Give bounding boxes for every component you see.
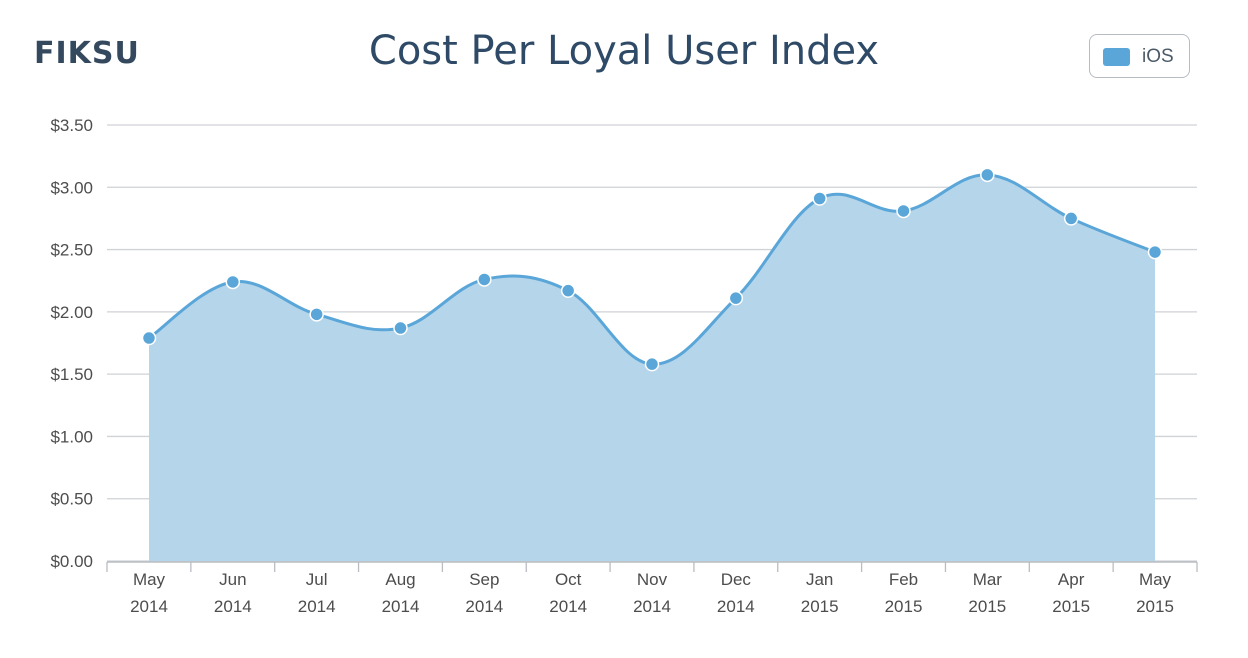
x-tick-label-year: 2014 <box>633 597 671 616</box>
x-tick-label-year: 2015 <box>1052 597 1090 616</box>
x-tick-label-year: 2014 <box>130 597 168 616</box>
data-point[interactable] <box>896 203 911 219</box>
x-tick-label-month: Jul <box>306 570 328 589</box>
y-axis-labels: $0.00 $0.50 $1.00 $1.50 $2.00 $2.50 $3.00 $3.50 <box>50 116 93 571</box>
legend-swatch-ios <box>1103 48 1130 66</box>
x-tick-label-month: Aug <box>385 570 415 589</box>
data-point[interactable] <box>1147 244 1163 260</box>
y-tick-label: $0.00 <box>50 552 93 571</box>
x-tick-label-year: 2015 <box>885 597 923 616</box>
data-point[interactable] <box>1063 211 1079 226</box>
x-tick-label-month: Jan <box>806 570 833 589</box>
legend-label-ios: iOS <box>1142 46 1174 67</box>
fiksu-logo: FIKSU <box>34 36 140 71</box>
y-tick-label: $3.00 <box>50 178 93 197</box>
x-tick-label-month: Feb <box>889 570 918 589</box>
data-point[interactable] <box>812 191 827 206</box>
x-tick-label-month: Jun <box>219 570 246 589</box>
data-point[interactable] <box>980 167 995 183</box>
x-tick-label-month: Mar <box>973 570 1003 589</box>
y-tick-label: $0.50 <box>50 490 93 509</box>
data-point[interactable] <box>393 320 408 336</box>
x-tick-label-year: 2015 <box>801 597 839 616</box>
x-tick-label-month: Dec <box>721 570 752 589</box>
y-tick-label: $1.00 <box>50 427 93 446</box>
legend[interactable]: iOS <box>1089 34 1190 78</box>
x-axis <box>106 561 1198 572</box>
x-tick-label-month: Oct <box>555 570 582 589</box>
x-tick-label-year: 2014 <box>465 597 503 616</box>
data-point[interactable] <box>225 274 241 290</box>
data-point[interactable] <box>560 283 576 298</box>
x-tick-label-year: 2014 <box>382 597 420 616</box>
data-point[interactable] <box>728 290 744 306</box>
x-tick-label-month: Sep <box>469 570 499 589</box>
data-point[interactable] <box>477 272 492 287</box>
x-tick-label-month: May <box>133 570 166 589</box>
x-tick-label-month: Apr <box>1058 570 1085 589</box>
x-tick-label-year: 2015 <box>1136 597 1174 616</box>
x-tick-label-month: Nov <box>637 570 668 589</box>
data-point[interactable] <box>141 330 157 346</box>
x-axis-labels: May 2014 Jun 2014 Jul 2014 Aug 2014 Sep 2014 Oct 20… <box>130 570 1174 616</box>
x-tick-label-month: May <box>1139 570 1172 589</box>
x-tick-label-year: 2014 <box>717 597 755 616</box>
x-tick-label-year: 2014 <box>214 597 252 616</box>
y-tick-label: $3.50 <box>50 116 93 135</box>
y-tick-label: $2.00 <box>50 303 93 322</box>
x-tick-label-year: 2015 <box>968 597 1006 616</box>
chart-title: Cost Per Loyal User Index <box>368 28 880 74</box>
y-tick-label: $1.50 <box>50 365 93 384</box>
data-point[interactable] <box>309 307 324 322</box>
series-points <box>141 167 1163 372</box>
y-tick-label: $2.50 <box>50 241 93 260</box>
x-tick-label-year: 2014 <box>549 597 587 616</box>
x-tick-label-year: 2014 <box>298 597 336 616</box>
data-point[interactable] <box>644 356 660 372</box>
